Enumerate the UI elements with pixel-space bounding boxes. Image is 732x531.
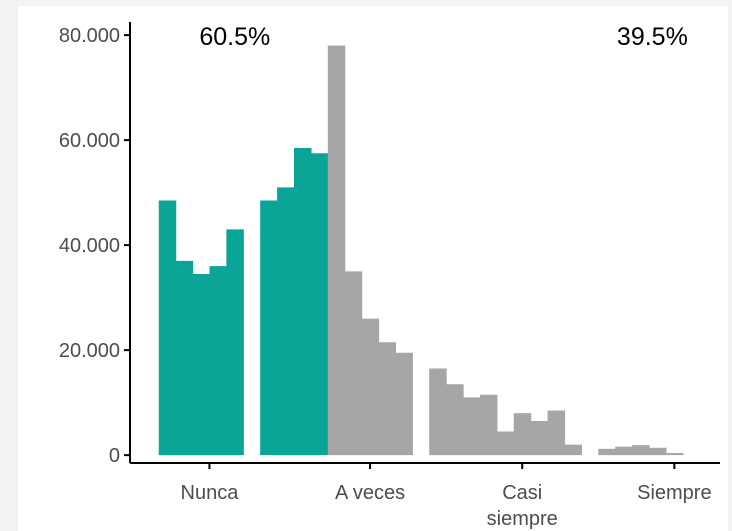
x-tick-label: Nunca (181, 482, 240, 504)
bar (378, 342, 397, 456)
bar (327, 45, 346, 456)
bar (260, 200, 278, 456)
bar (632, 445, 650, 456)
y-tick-label: 80.000 (59, 25, 120, 47)
y-tick-label: 20.000 (59, 340, 120, 362)
bar (649, 447, 667, 456)
x-tick-label: A veces (335, 482, 405, 504)
bar (310, 153, 329, 456)
percentage-annotation: 39.5% (617, 23, 688, 51)
bar (395, 352, 413, 456)
bar (226, 229, 244, 456)
bar (530, 421, 549, 456)
bar (277, 187, 295, 456)
bar (547, 410, 566, 456)
bar (463, 397, 481, 456)
bar (293, 148, 312, 456)
bar (175, 260, 194, 456)
bar (479, 394, 498, 456)
axes-group (124, 22, 720, 469)
bar (615, 446, 633, 456)
bar (564, 444, 582, 456)
x-tick-label: Siempre (637, 482, 711, 504)
bar (429, 368, 447, 456)
bars-group (158, 45, 684, 456)
bar (361, 318, 380, 456)
bar (344, 271, 363, 456)
percentage-annotation: 60.5% (199, 23, 270, 51)
bar (192, 274, 211, 456)
x-tick-label: Casi siempre (487, 482, 558, 530)
bar (209, 266, 227, 456)
bar (496, 431, 515, 456)
bar (665, 453, 684, 456)
y-tick-label: 60.000 (59, 130, 120, 152)
bar (598, 448, 616, 456)
labels-group: 0 20.000 40.000 60.000 80.000 Nunca A veces Cas… (59, 23, 712, 530)
bar (513, 413, 532, 456)
y-tick-label: 0 (109, 445, 120, 467)
y-tick-label: 40.000 (59, 235, 120, 257)
bar (446, 384, 464, 456)
bar (158, 200, 177, 456)
